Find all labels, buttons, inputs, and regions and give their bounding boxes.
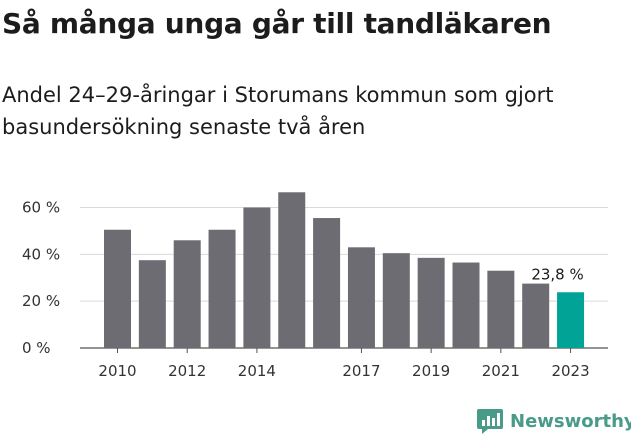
x-tick-label: 2017 (342, 362, 380, 380)
bar-2022 (522, 283, 550, 348)
newsworthy-logo: Newsworthy (476, 406, 631, 436)
x-axis-ticks: 2010 2012 2014 2017 2019 2021 2023 (98, 348, 590, 380)
bar-2016 (313, 218, 341, 348)
bar-2023 (557, 292, 585, 348)
subtitle-line-2: basundersökning senaste två åren (2, 115, 366, 139)
bar-2012 (173, 240, 201, 348)
bar-2010 (104, 229, 131, 348)
newsworthy-logo-icon (477, 409, 503, 434)
x-tick-label: 2012 (168, 362, 206, 380)
y-tick-label: 20 % (22, 292, 60, 310)
chart-title: Så många unga går till tandläkaren (2, 7, 552, 40)
x-tick-label: 2014 (238, 362, 276, 380)
bar-2014 (243, 207, 271, 348)
grid-lines (80, 207, 608, 349)
brand-name: Newsworthy (510, 410, 631, 432)
bar-2018 (382, 253, 410, 348)
bar-2017 (347, 247, 375, 348)
bar-2013 (208, 229, 236, 348)
value-labels: 23,8 % (531, 265, 583, 283)
bar-2021 (487, 270, 515, 348)
bar-2019 (417, 257, 445, 348)
x-tick-label: 2010 (98, 362, 136, 380)
bar-2015 (278, 192, 306, 348)
bars (104, 192, 585, 348)
bar-2020 (452, 262, 480, 348)
x-tick-label: 2023 (551, 362, 589, 380)
y-tick-label: 40 % (22, 245, 60, 263)
x-tick-label: 2021 (482, 362, 520, 380)
y-tick-label: 60 % (22, 199, 60, 217)
chart-subtitle: Andel 24–29-åringar i Storumans kommun s… (2, 79, 602, 143)
subtitle-line-1: Andel 24–29-åringar i Storumans kommun s… (2, 83, 554, 107)
y-tick-label: 0 % (22, 339, 51, 357)
x-tick-label: 2019 (412, 362, 450, 380)
value-label-2023: 23,8 % (531, 265, 583, 283)
bar-2011 (138, 260, 166, 348)
y-axis-ticks: 0 % 20 % 40 % 60 % (22, 199, 60, 358)
